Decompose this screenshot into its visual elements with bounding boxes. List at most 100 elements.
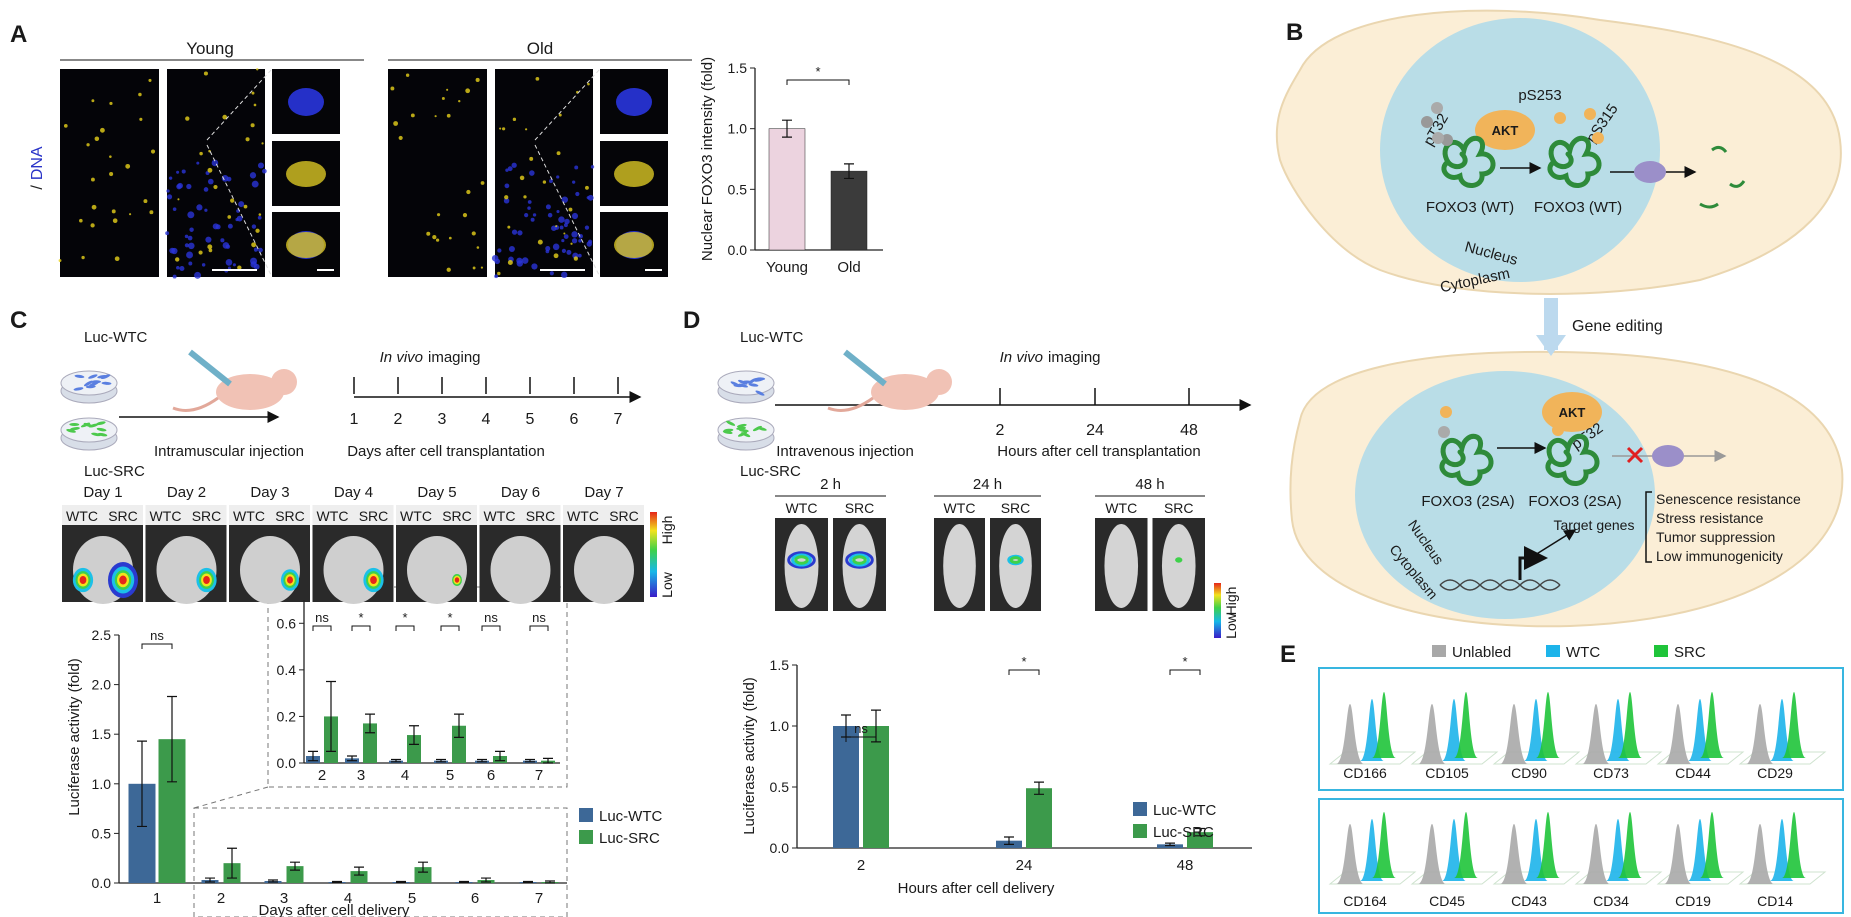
foxo3-dot	[230, 198, 235, 203]
foxo3-dot	[446, 88, 449, 91]
site	[1431, 102, 1443, 114]
error-bar	[409, 725, 419, 745]
protein-label: FOXO3 (2SA)	[1528, 493, 1621, 510]
group-label: SRC	[609, 508, 639, 524]
histogram	[1418, 824, 1446, 884]
significance-label: *	[447, 610, 452, 625]
nucleus-dot	[527, 200, 532, 204]
histogram	[1782, 692, 1806, 758]
cell	[91, 380, 102, 384]
nucleus-dot	[590, 165, 595, 169]
cell	[726, 420, 736, 426]
foxo3-dot	[100, 127, 105, 133]
mouse	[271, 369, 297, 395]
error-bar	[782, 119, 792, 138]
histogram	[1336, 824, 1364, 884]
y-tick-label: 0.0	[92, 875, 112, 891]
nucleus-dot	[587, 194, 594, 201]
group-label: WTC	[66, 508, 98, 524]
micrograph	[167, 69, 265, 277]
cell-label: Luc-WTC	[740, 329, 804, 346]
x-tick-label: Young	[766, 259, 808, 276]
x-tick-label: 7	[535, 890, 543, 907]
nucleus-dot	[227, 266, 231, 270]
day-label: Day 5	[417, 484, 456, 501]
significance-bracket	[395, 625, 415, 631]
group-label: Old	[527, 39, 553, 58]
nucleus-dot	[572, 180, 576, 184]
marker-label: CD29	[1757, 765, 1793, 781]
protein	[1439, 434, 1494, 486]
cell	[101, 374, 111, 380]
inset-foxo3	[614, 232, 654, 258]
nucleus-dot	[511, 162, 517, 168]
scale-label: High	[1223, 587, 1239, 616]
foxo3-dot	[458, 99, 461, 103]
nucleus-dot	[258, 247, 263, 253]
group-label: WTC	[944, 500, 976, 516]
nucleus-dot	[205, 236, 212, 243]
significance-bracket	[1008, 669, 1040, 675]
timeline-tick-label: 4	[482, 411, 491, 428]
y-axis-label: Luciferase activity (fold)	[741, 677, 758, 835]
foxo3-dot	[432, 235, 437, 240]
bli-signal	[791, 553, 812, 567]
foxo3-dot	[114, 256, 120, 262]
significance-label: ns	[484, 610, 498, 625]
nucleus-dot	[181, 169, 186, 174]
protein-label: FOXO3 (2SA)	[1421, 493, 1514, 510]
x-tick-label: 1	[153, 890, 161, 907]
significance-label: ns	[150, 628, 164, 643]
inset-foxo3	[286, 161, 326, 187]
image-header	[479, 505, 561, 525]
fragments	[1699, 145, 1746, 209]
foxo3-dot	[436, 213, 441, 217]
foxo3-dot	[570, 242, 573, 245]
group-label: SRC	[275, 508, 305, 524]
dna	[1439, 579, 1561, 591]
mouse-tail	[827, 396, 874, 412]
x-tick-label: 5	[408, 890, 416, 907]
bli-signal	[794, 555, 809, 565]
timeline-tick-label: 3	[438, 411, 447, 428]
cell	[74, 374, 85, 379]
error-bar	[543, 757, 553, 764]
outcome-label: Low immunogenicity	[1656, 548, 1783, 564]
bli-signal	[119, 575, 127, 585]
nucleus-dot	[508, 246, 515, 253]
y-tick-label: 1.0	[770, 718, 790, 734]
marker-label: CD73	[1593, 765, 1629, 781]
image-header	[396, 505, 477, 525]
histogram	[1418, 704, 1446, 764]
bar	[414, 867, 432, 883]
significance-bracket	[312, 625, 332, 631]
image-header	[563, 505, 644, 525]
x-tick-label: 48	[1177, 857, 1194, 874]
histogram	[1664, 704, 1692, 764]
histogram-floor	[1738, 751, 1827, 765]
cell-label: Luc-SRC	[84, 463, 145, 480]
histogram	[1700, 812, 1724, 878]
imaging-label: In vivo	[1000, 349, 1043, 366]
bar	[1157, 844, 1183, 848]
foxo3-dot	[91, 204, 97, 210]
y-tick-label: 1.5	[728, 60, 748, 76]
foxo3-dot	[512, 117, 517, 122]
error-bar	[268, 879, 278, 883]
histogram	[1372, 812, 1396, 878]
imaging-label: imaging	[428, 349, 481, 366]
nucleus-dot	[561, 239, 565, 243]
cell	[91, 432, 101, 437]
foxo3-dot	[471, 231, 476, 236]
bli-signal	[79, 575, 87, 585]
marker-label: CD105	[1425, 765, 1469, 781]
foxo3-dot	[255, 228, 260, 233]
zoom-line	[206, 144, 273, 278]
histogram	[1336, 704, 1364, 764]
bli-signal	[787, 551, 816, 569]
error-bar	[1034, 781, 1044, 795]
legend-label: Luc-WTC	[1153, 802, 1217, 819]
mouse-body	[1104, 524, 1139, 608]
protein-label: FOXO3 (WT)	[1534, 199, 1622, 216]
